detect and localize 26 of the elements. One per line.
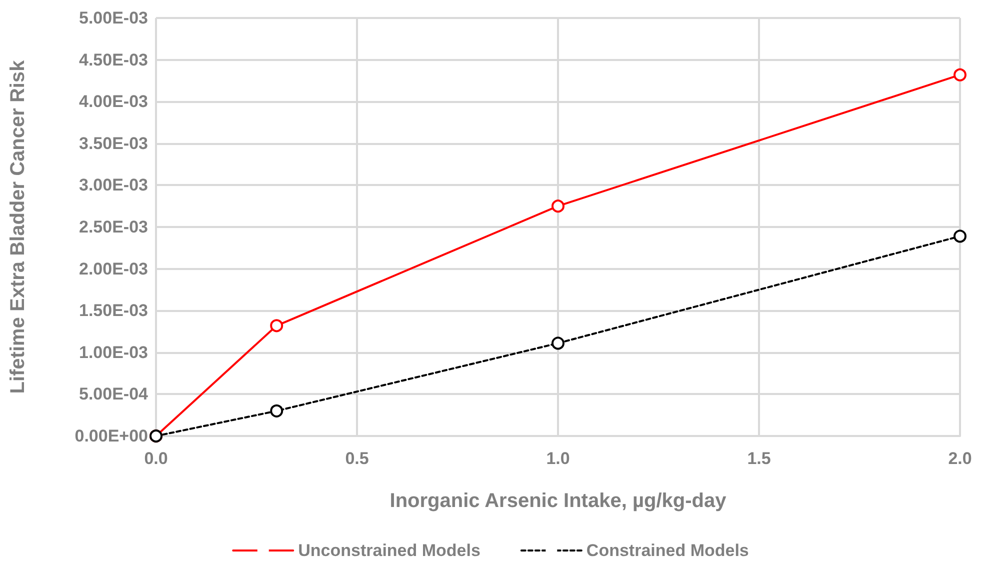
point xyxy=(552,336,564,350)
x-tick-label: 1.0 xyxy=(546,449,570,468)
legend-label: Constrained Models xyxy=(586,541,749,560)
point xyxy=(954,68,966,82)
legend-label: Unconstrained Models xyxy=(298,541,480,560)
y-tick-label: 5.00E-03 xyxy=(79,8,148,28)
y-tick-label: 1.50E-03 xyxy=(79,301,148,320)
point xyxy=(552,200,564,213)
point xyxy=(270,319,284,332)
y-tick-label: 0.00E+00 xyxy=(74,426,148,446)
y-axis-title: Lifetime Extra Bladder Cancer Risk xyxy=(7,59,29,394)
y-tick-label: 3.00E-03 xyxy=(79,176,148,195)
point xyxy=(954,230,966,243)
y-tick-label: 2.00E-03 xyxy=(79,259,148,278)
x-tick-label: 1.5 xyxy=(747,449,771,468)
y-tick-label: 4.00E-03 xyxy=(79,92,148,112)
x-tick-label: 0.0 xyxy=(144,449,168,468)
x-axis-title: Inorganic Arsenic Intake, µg/kg-day xyxy=(390,490,728,512)
point xyxy=(270,404,284,418)
x-tick-label: 0.5 xyxy=(345,449,369,468)
y-tick-label: 2.50E-03 xyxy=(79,218,148,236)
y-tick-label: 4.50E-03 xyxy=(79,50,148,70)
y-tick-label: 1.00E-03 xyxy=(79,342,148,362)
x-tick-label: 2.0 xyxy=(948,449,972,468)
y-tick-label: 3.50E-03 xyxy=(79,134,148,153)
y-tick-label: 5.00E-04 xyxy=(79,384,149,404)
